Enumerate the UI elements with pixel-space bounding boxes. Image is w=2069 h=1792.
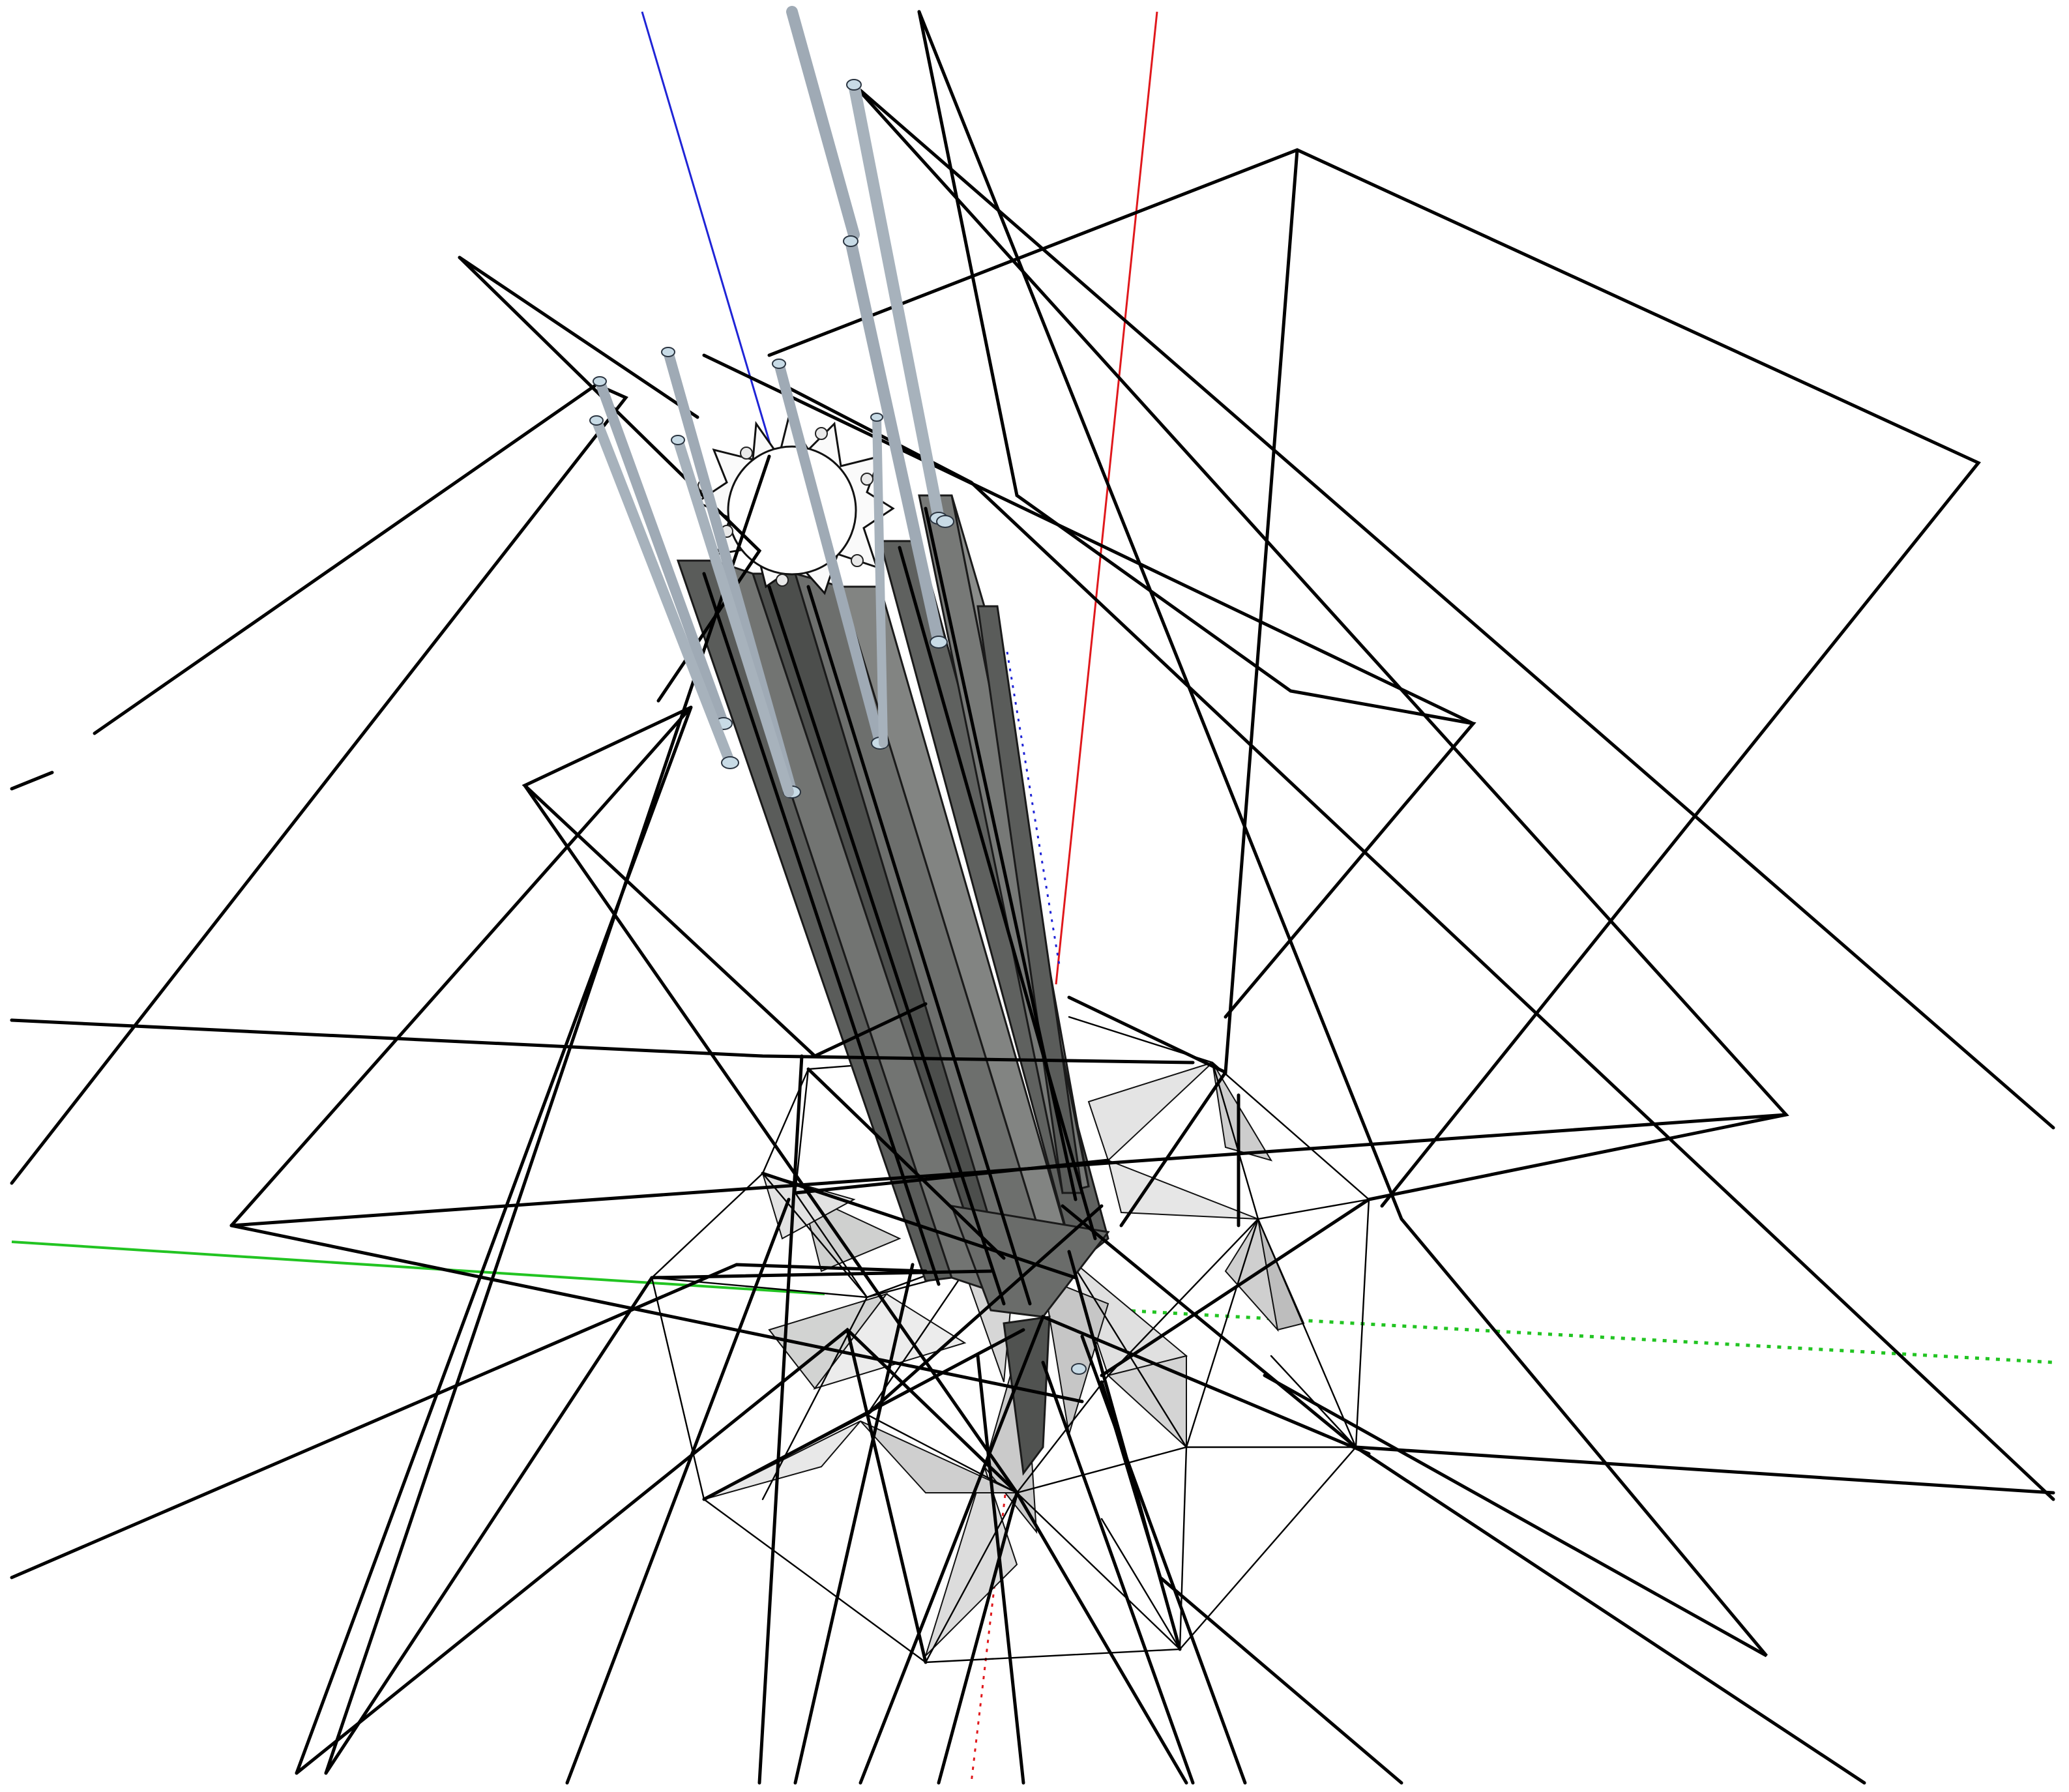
wireframe-edge	[1061, 1204, 1358, 1449]
wireframe-edge	[793, 1158, 1110, 1195]
facet	[761, 1172, 856, 1240]
steel-rods	[589, 6, 1087, 1375]
rod-cap	[589, 415, 604, 426]
wireframe-edge	[702, 353, 1475, 726]
wireframe-edge	[10, 383, 628, 1185]
wireframe-edge	[917, 10, 1768, 1658]
gear-knob	[740, 447, 753, 460]
wireframe-edge	[1100, 1197, 1371, 1377]
rod-cap	[671, 435, 685, 445]
column-edge	[898, 546, 1097, 1241]
blue-axis	[641, 11, 793, 519]
rod-body	[786, 6, 860, 241]
gear-knob	[851, 554, 864, 567]
column-edge	[702, 572, 941, 1286]
wireframe-edge	[324, 1276, 654, 1775]
rod-body	[774, 359, 885, 748]
wireframe-edge	[650, 1269, 993, 1280]
rod-cap	[661, 347, 675, 357]
column-edge	[924, 507, 1078, 1201]
wireframe-edge	[757, 1054, 804, 1785]
rod-collar	[936, 515, 954, 528]
rod-cap	[593, 376, 607, 387]
rod-collar	[1071, 1363, 1087, 1375]
wireframe-edge	[865, 1204, 1104, 1417]
wireframe-edge	[852, 83, 2055, 1130]
rod	[593, 376, 733, 730]
rod-cap	[843, 235, 858, 247]
rod-cap	[870, 413, 883, 422]
gear-knob	[776, 574, 789, 587]
rod	[786, 6, 860, 241]
wireframe-edge	[10, 771, 54, 791]
gear-hub-circle	[727, 445, 857, 576]
facet	[925, 1464, 1018, 1656]
wireframe-edge	[858, 1314, 1371, 1785]
rod-cap	[846, 79, 862, 91]
rod	[870, 413, 888, 748]
column	[1003, 1315, 1051, 1476]
wireframe-edge	[1041, 1360, 1195, 1785]
wireframe-edge	[976, 1354, 1025, 1785]
rod	[589, 415, 739, 769]
column-edge	[806, 585, 1032, 1306]
wireframe-edge	[806, 1067, 1006, 1260]
rod	[846, 79, 948, 525]
rod-body	[845, 235, 945, 648]
wireframe-edges	[10, 10, 2055, 1785]
green-axis	[11, 1241, 825, 1295]
wireframe-edge	[1067, 148, 1299, 1075]
web-edge	[651, 1016, 1370, 1664]
rod-cap	[772, 359, 786, 369]
rod-body	[591, 415, 735, 768]
gear-knob	[815, 427, 828, 440]
wireframe-edge	[10, 1263, 928, 1579]
wireframe-edge	[793, 1263, 915, 1785]
wireframe-edge	[767, 148, 1981, 1208]
wireframe-edge	[1067, 1250, 1182, 1651]
wireframe-edge	[10, 1018, 1195, 1065]
red-axis	[1055, 11, 1158, 985]
wireframe-edge	[1349, 1445, 2055, 1785]
gear-knob	[860, 473, 873, 486]
wireframe-edge	[565, 1197, 791, 1785]
wireframe-edge	[1119, 1070, 1227, 1227]
column-edges	[702, 507, 1097, 1306]
rod-body	[673, 435, 794, 797]
rod-body	[848, 79, 945, 524]
column-edge	[767, 585, 1006, 1306]
rod-collar	[721, 756, 739, 769]
rod	[843, 235, 948, 649]
blue-axis-negative	[1006, 651, 1061, 965]
facet	[860, 1420, 1018, 1493]
green-axis-negative	[1121, 1308, 2054, 1364]
rod-body	[594, 376, 729, 729]
web-edge	[924, 1198, 1370, 1664]
facet	[1106, 1355, 1187, 1449]
web-edge	[651, 1276, 868, 1501]
wireframe-edge	[702, 1328, 1025, 1501]
rod-body	[872, 413, 888, 748]
rod-collar	[930, 636, 948, 649]
wireframe-edge	[937, 1491, 1019, 1785]
wireframe-edge	[845, 1328, 928, 1664]
rod-body	[663, 347, 797, 797]
facet	[1042, 1276, 1109, 1435]
facet	[1107, 1159, 1259, 1220]
rod	[671, 435, 794, 797]
facet	[1087, 1062, 1213, 1162]
wireframe-edge	[458, 256, 699, 419]
wireframe-edge	[917, 10, 1476, 1019]
